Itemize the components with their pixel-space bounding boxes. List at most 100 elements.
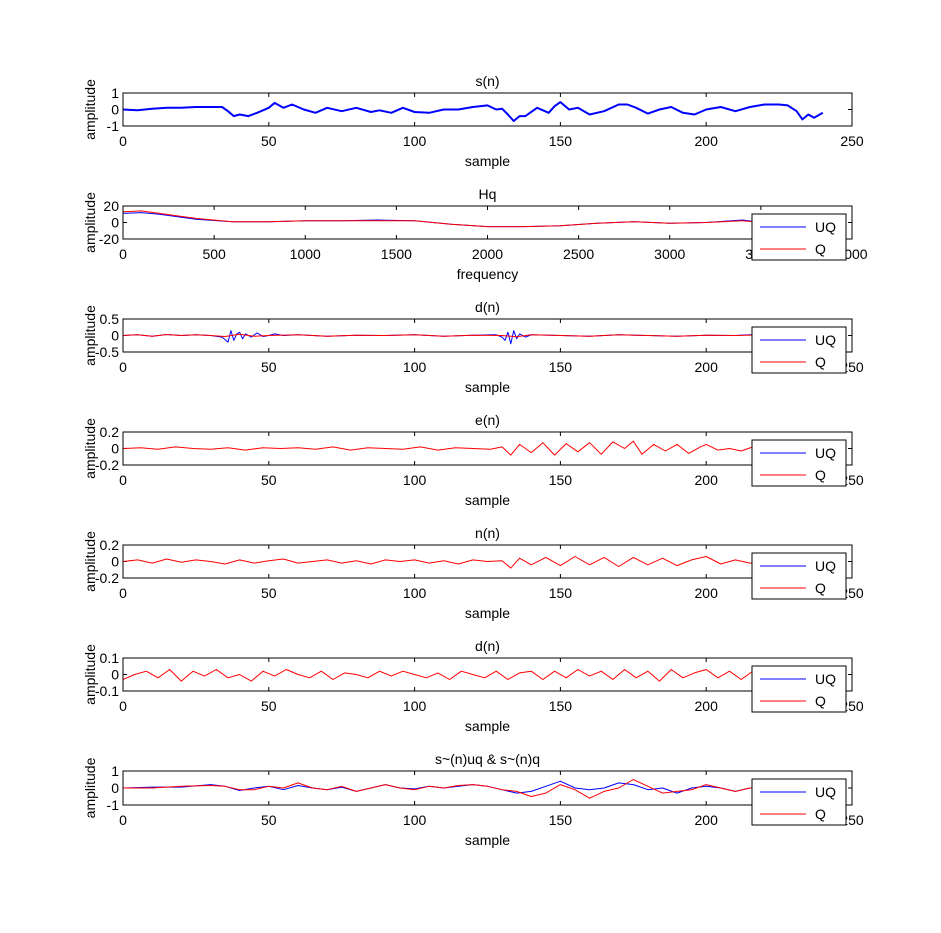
y-tick-label: 0 bbox=[111, 102, 119, 118]
x-tick-label: 150 bbox=[549, 585, 573, 601]
legend-label-q: Q bbox=[815, 467, 826, 483]
x-tick-label: 0 bbox=[119, 698, 127, 714]
x-tick-label: 1500 bbox=[381, 246, 412, 262]
plot-frame bbox=[122, 770, 853, 806]
y-tick-label: -0.5 bbox=[95, 344, 119, 360]
plot-frame bbox=[122, 544, 853, 579]
y-axis-label: amplitude bbox=[82, 644, 98, 705]
y-tick-label: 0.2 bbox=[100, 424, 120, 440]
legend-box bbox=[751, 778, 847, 826]
x-tick-label: 200 bbox=[695, 585, 719, 601]
y-tick-label: 20 bbox=[103, 198, 119, 214]
plot-frame bbox=[122, 92, 853, 127]
x-tick-label: 50 bbox=[261, 585, 277, 601]
y-axis-label: amplitude bbox=[82, 757, 98, 818]
series-line-uq bbox=[122, 212, 761, 228]
x-tick-label: 500 bbox=[202, 246, 226, 262]
y-tick-label: -0.1 bbox=[95, 683, 119, 699]
legend-label-q: Q bbox=[815, 580, 826, 596]
legend-box bbox=[751, 665, 847, 713]
x-tick-label: 50 bbox=[261, 359, 277, 375]
series-line-q bbox=[122, 210, 761, 228]
x-axis-label: sample bbox=[465, 492, 510, 508]
series-line-q bbox=[122, 556, 765, 569]
x-tick-label: 0 bbox=[119, 585, 127, 601]
x-axis-label: frequency bbox=[457, 266, 518, 282]
x-tick-label: 150 bbox=[549, 359, 573, 375]
x-tick-label: 2000 bbox=[472, 246, 503, 262]
x-tick-label: 0 bbox=[119, 246, 127, 262]
x-tick-label: 150 bbox=[549, 812, 573, 828]
y-tick-label: 0 bbox=[111, 215, 119, 231]
y-tick-label: 0 bbox=[111, 554, 119, 570]
x-tick-label: 150 bbox=[549, 698, 573, 714]
plot-title: d(n) bbox=[475, 299, 500, 315]
series-line-uq bbox=[122, 330, 765, 345]
y-tick-label: 0.5 bbox=[100, 311, 120, 327]
x-tick-label: 200 bbox=[695, 812, 719, 828]
legend-label-q: Q bbox=[815, 806, 826, 822]
plot-frame bbox=[122, 318, 853, 353]
x-tick-label: 200 bbox=[695, 472, 719, 488]
series-line-q bbox=[122, 669, 765, 682]
x-tick-label: 0 bbox=[119, 472, 127, 488]
plot-title: s~(n)uq & s~(n)q bbox=[435, 751, 540, 767]
y-tick-label: 1 bbox=[111, 85, 119, 101]
y-axis-label: amplitude bbox=[82, 531, 98, 592]
plot-title: s(n) bbox=[475, 73, 499, 89]
y-tick-label: -0.2 bbox=[95, 457, 119, 473]
y-tick-label: -1 bbox=[107, 118, 120, 134]
x-tick-label: 0 bbox=[119, 812, 127, 828]
y-axis-label: amplitude bbox=[82, 192, 98, 253]
series-line-signal bbox=[122, 101, 824, 122]
series-line-q bbox=[122, 440, 765, 456]
x-tick-label: 1000 bbox=[290, 246, 321, 262]
y-axis-label: amplitude bbox=[82, 79, 98, 140]
legend-box bbox=[751, 552, 847, 600]
x-tick-label: 150 bbox=[549, 133, 573, 149]
legend-label-q: Q bbox=[815, 693, 826, 709]
series-line-uq bbox=[122, 780, 765, 794]
series-line-q bbox=[123, 779, 765, 799]
x-axis-label: sample bbox=[465, 153, 510, 169]
x-tick-label: 2500 bbox=[563, 246, 594, 262]
legend-label-uq: UQ bbox=[815, 445, 836, 461]
x-tick-label: 150 bbox=[549, 472, 573, 488]
x-tick-label: 50 bbox=[261, 133, 277, 149]
y-axis-label: amplitude bbox=[82, 418, 98, 479]
legend-label-uq: UQ bbox=[815, 671, 836, 687]
y-tick-label: 0.2 bbox=[100, 537, 120, 553]
x-tick-label: 100 bbox=[403, 359, 427, 375]
x-tick-label: 50 bbox=[261, 472, 277, 488]
x-axis-label: sample bbox=[465, 718, 510, 734]
x-tick-label: 200 bbox=[695, 359, 719, 375]
x-tick-label: 0 bbox=[119, 133, 127, 149]
plot-title: Hq bbox=[479, 186, 497, 202]
y-tick-label: -20 bbox=[99, 231, 119, 247]
legend-label-uq: UQ bbox=[815, 558, 836, 574]
x-tick-label: 100 bbox=[403, 585, 427, 601]
plot-frame bbox=[122, 205, 853, 240]
x-tick-label: 100 bbox=[403, 698, 427, 714]
y-tick-label: -1 bbox=[107, 797, 120, 813]
x-tick-label: 100 bbox=[403, 472, 427, 488]
legend-box bbox=[751, 439, 847, 487]
series-line-q bbox=[122, 333, 765, 338]
y-axis-label: amplitude bbox=[82, 305, 98, 366]
y-tick-label: -0.2 bbox=[95, 570, 119, 586]
plot-title: e(n) bbox=[475, 412, 500, 428]
x-tick-label: 50 bbox=[261, 812, 277, 828]
x-tick-label: 200 bbox=[695, 133, 719, 149]
legend-label-uq: UQ bbox=[815, 784, 836, 800]
x-tick-label: 3000 bbox=[654, 246, 685, 262]
plot-frame bbox=[122, 657, 853, 692]
x-tick-label: 250 bbox=[840, 133, 864, 149]
y-tick-label: 0 bbox=[111, 780, 119, 796]
legend-box bbox=[751, 213, 847, 261]
x-axis-label: sample bbox=[465, 832, 510, 848]
legend-label-q: Q bbox=[815, 241, 826, 257]
y-tick-label: 0.1 bbox=[100, 650, 120, 666]
x-tick-label: 0 bbox=[119, 359, 127, 375]
legend-label-uq: UQ bbox=[815, 219, 836, 235]
y-tick-label: 0 bbox=[111, 441, 119, 457]
